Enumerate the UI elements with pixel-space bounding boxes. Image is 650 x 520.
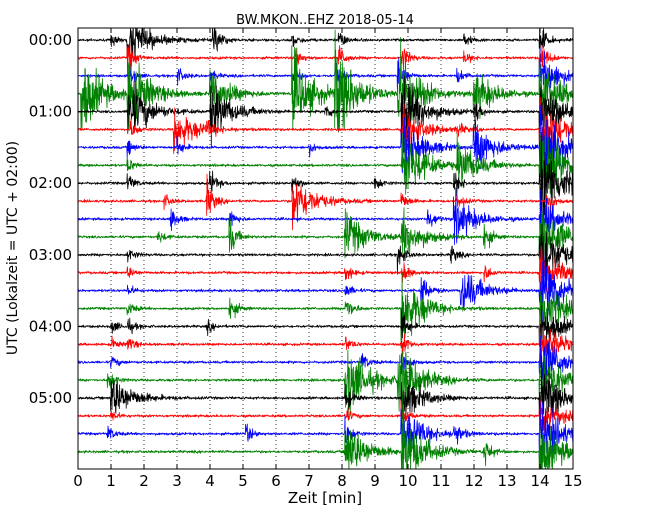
y-tick-label: 02:00 — [29, 174, 72, 192]
x-axis-label: Zeit [min] — [288, 489, 362, 507]
trace-0300 — [78, 223, 573, 282]
x-tick-label: 10 — [398, 472, 417, 490]
trace-0215 — [78, 173, 573, 231]
y-axis-label: UTC (Lokalzeit = UTC + 02:00) — [5, 141, 21, 355]
trace-0530 — [78, 400, 573, 468]
x-tick-label: 12 — [464, 472, 483, 490]
y-tick-label: 01:00 — [29, 103, 72, 121]
trace-group — [78, 28, 573, 469]
x-tick-label: 9 — [370, 472, 380, 490]
trace-0000 — [78, 28, 573, 65]
x-tick-label: 5 — [238, 472, 248, 490]
plot-frame — [77, 27, 574, 470]
x-tick-label: 3 — [172, 472, 182, 490]
trace-0145 — [78, 132, 573, 195]
x-tick-label: 6 — [271, 472, 281, 490]
trace-0315 — [78, 245, 573, 305]
trace-0500 — [78, 355, 573, 427]
trace-0200 — [78, 132, 573, 219]
x-tick-label: 11 — [431, 472, 450, 490]
trace-0415 — [78, 315, 573, 374]
trace-0115 — [78, 96, 573, 174]
trace-0045 — [78, 29, 573, 133]
x-tick-label: 15 — [563, 472, 582, 490]
x-tick-label: 14 — [530, 472, 549, 490]
chart-title: BW.MKON..EHZ 2018-05-14 — [236, 13, 414, 28]
x-tick-label: 0 — [73, 472, 83, 490]
axes: 0 1 2 3 4 5 6 7 8 9 10 11 12 13 14 1500:0001:0002:0003:… — [29, 27, 583, 490]
trace-0130 — [78, 104, 573, 186]
trace-0430 — [78, 335, 573, 384]
trace-0330 — [78, 236, 573, 341]
y-tick-label: 00:00 — [29, 31, 72, 49]
trace-0445 — [78, 349, 573, 421]
trace-0345 — [78, 272, 573, 349]
y-tick-label: 04:00 — [29, 317, 72, 335]
trace-0030 — [78, 47, 573, 97]
x-tick-label: 2 — [139, 472, 149, 490]
trace-0515 — [78, 399, 573, 437]
x-tick-label: 7 — [304, 472, 314, 490]
y-tick-label: 03:00 — [29, 246, 72, 264]
x-tick-label: 8 — [337, 472, 347, 490]
trace-0100 — [78, 75, 573, 148]
x-tick-label: 13 — [497, 472, 516, 490]
x-tick-label: 4 — [205, 472, 215, 490]
trace-0015 — [78, 43, 573, 77]
x-tick-label: 1 — [106, 472, 116, 490]
trace-0245 — [78, 207, 573, 277]
trace-0230 — [78, 187, 573, 246]
trace-0400 — [78, 305, 573, 348]
trace-0545 — [78, 394, 573, 469]
y-tick-label: 05:00 — [29, 389, 72, 407]
